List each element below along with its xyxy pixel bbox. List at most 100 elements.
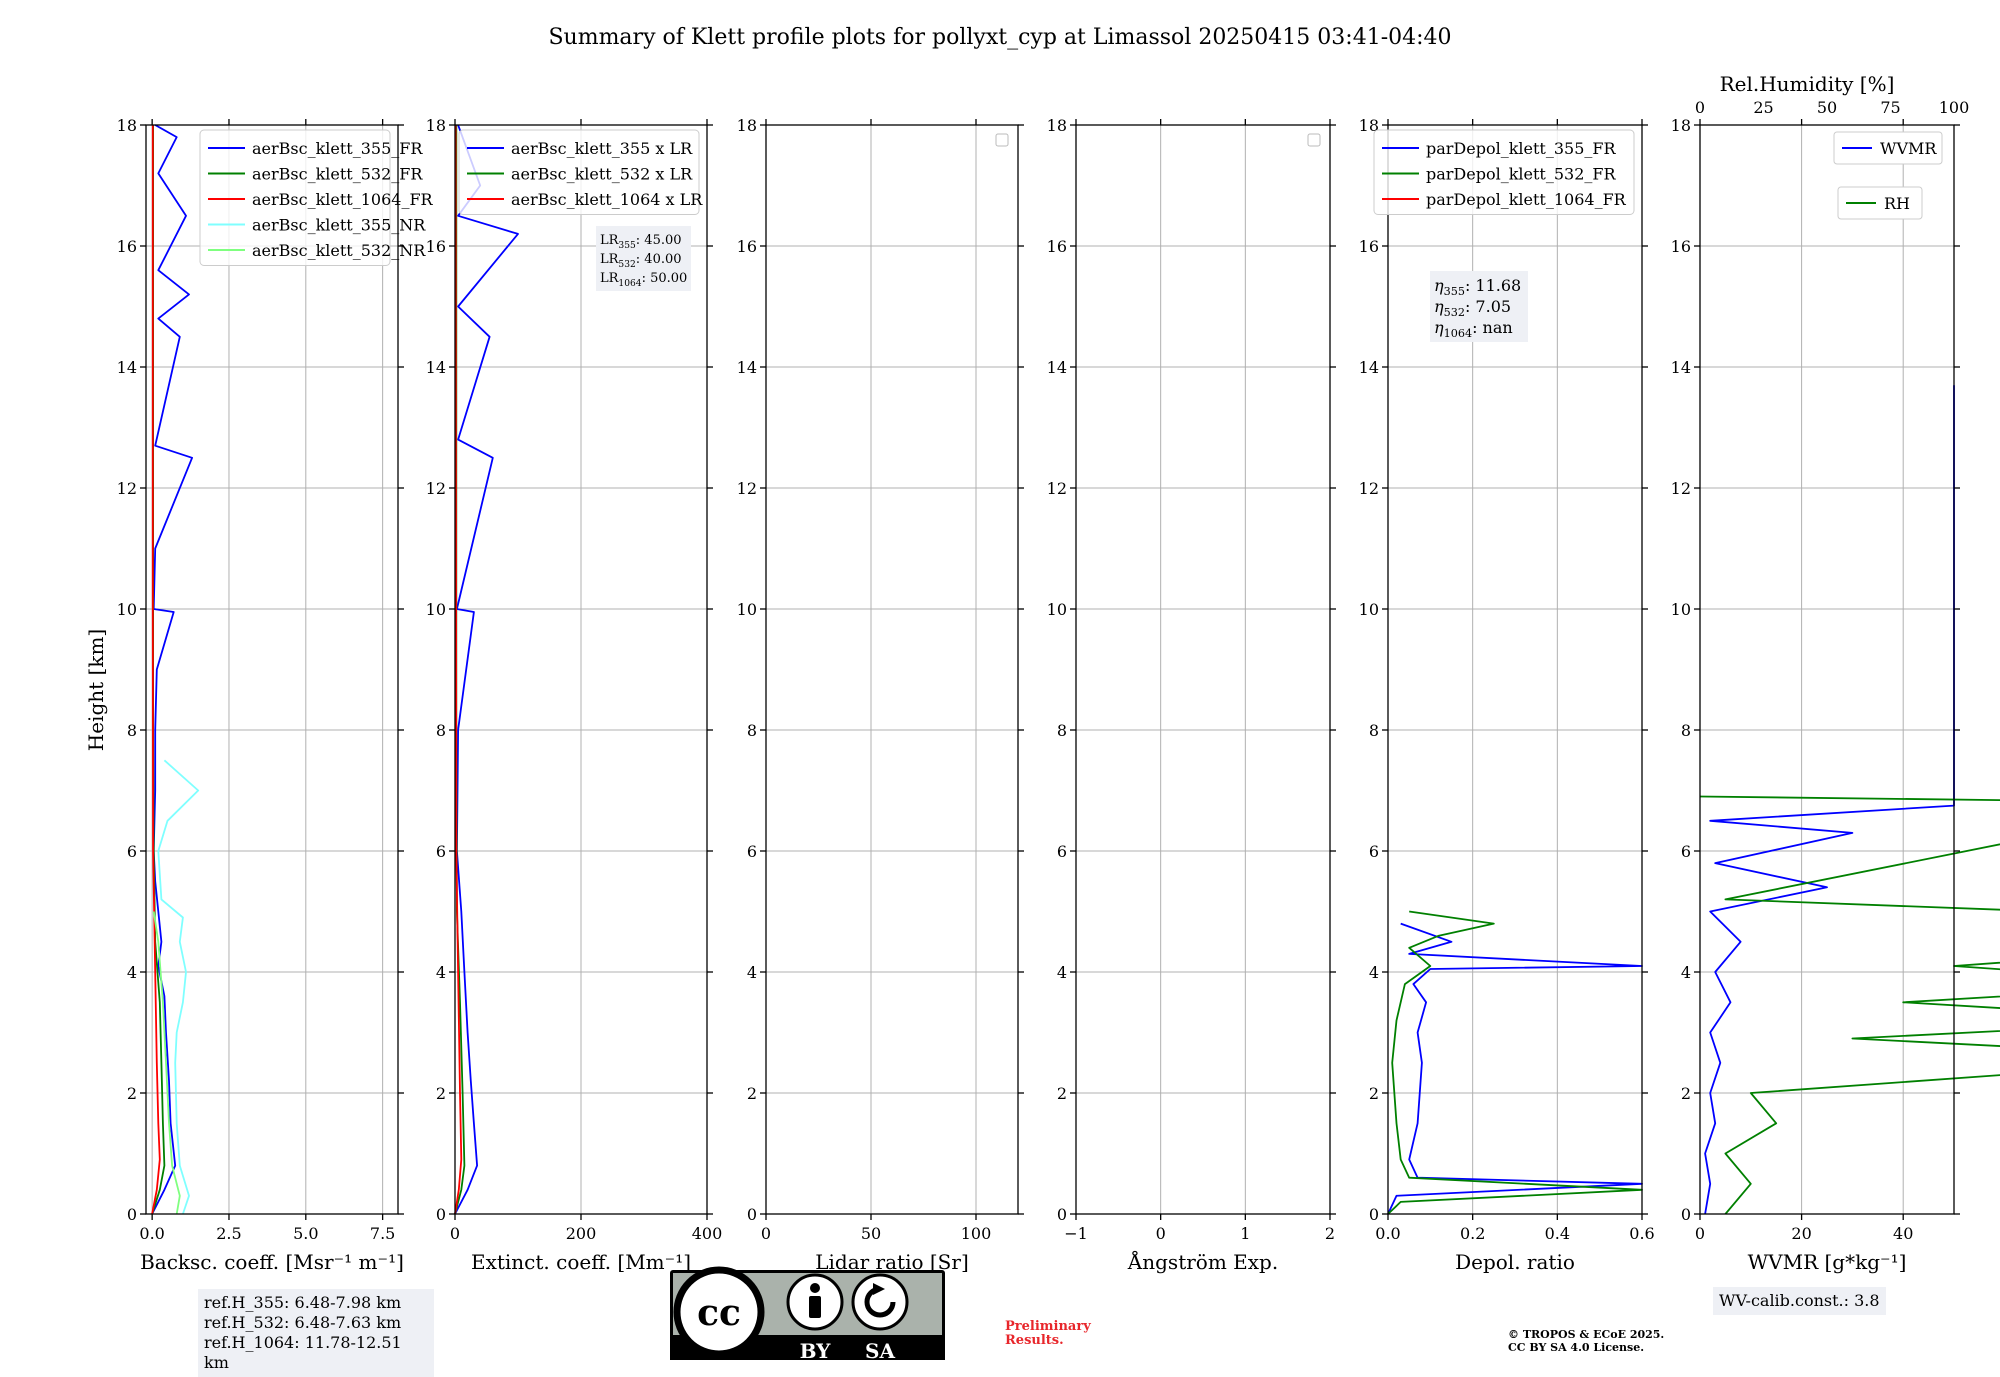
cc-logo-text: cc bbox=[697, 1292, 741, 1334]
series-line-1 bbox=[454, 124, 519, 1215]
y-tick-label: 12 bbox=[1671, 479, 1691, 498]
plot-frame bbox=[1387, 124, 1643, 1215]
series-line-1 bbox=[151, 124, 193, 1215]
series-line-2 bbox=[1387, 910, 1643, 1215]
y-axis-label: Height [km] bbox=[84, 629, 108, 751]
license-sa-text: SA bbox=[865, 1339, 895, 1360]
x-axis-label: Ångström Exp. bbox=[1127, 1249, 1278, 1274]
license-by-text: BY bbox=[800, 1339, 832, 1360]
plot-frame bbox=[1699, 124, 1955, 1215]
y-tick-label: 6 bbox=[1369, 842, 1379, 861]
y-tick-label: 8 bbox=[436, 721, 446, 740]
x-axis-label: Depol. ratio bbox=[1455, 1250, 1575, 1274]
share-alike-icon-arc bbox=[864, 1286, 896, 1318]
annotation-line: η1064: nan bbox=[1434, 318, 1513, 340]
y-tick-label: 4 bbox=[747, 963, 757, 982]
preliminary-note: Preliminary Results. bbox=[1005, 1320, 1091, 1348]
y-tick-label: 0 bbox=[436, 1205, 446, 1224]
ref-height-355: ref.H_355: 6.48-7.98 km bbox=[204, 1293, 402, 1312]
x-axis-label: Extinct. coeff. [Mm⁻¹] bbox=[471, 1250, 691, 1274]
y-tick-label: 0 bbox=[1681, 1205, 1691, 1224]
series-line-1 bbox=[1704, 385, 1955, 1215]
y-tick-label: 0 bbox=[127, 1205, 137, 1224]
y-tick-label: 4 bbox=[1369, 963, 1379, 982]
top-tick-label: 100 bbox=[1939, 98, 1970, 117]
top-tick-label: 50 bbox=[1817, 98, 1837, 117]
legend-box bbox=[1373, 129, 1635, 215]
wv-calib-constant: WV-calib.const.: 3.8 bbox=[1719, 1291, 1880, 1310]
top-axis-label: Rel.Humidity [%] bbox=[1720, 72, 1895, 96]
figure-title: Summary of Klett profile plots for polly… bbox=[548, 25, 1451, 50]
y-tick-label: 16 bbox=[1671, 237, 1691, 256]
top-tick-label: 25 bbox=[1753, 98, 1773, 117]
attribution-icon-head bbox=[810, 1283, 820, 1293]
legend-label: aerBsc_klett_1064_FR bbox=[252, 190, 434, 209]
copyright-line-1: © TROPOS & ECoE 2025. bbox=[1508, 1328, 1665, 1341]
x-tick-label: 2.5 bbox=[216, 1224, 241, 1243]
y-tick-label: 6 bbox=[747, 842, 757, 861]
top-tick-label: 75 bbox=[1880, 98, 1900, 117]
legend-label: aerBsc_klett_532 x LR bbox=[511, 165, 693, 184]
y-tick-label: 2 bbox=[127, 1084, 137, 1103]
series-line-2 bbox=[151, 125, 166, 1215]
legend-label: WVMR bbox=[1880, 139, 1937, 158]
x-tick-label: 0 bbox=[761, 1224, 771, 1243]
annotation-box bbox=[596, 226, 691, 291]
y-tick-label: 8 bbox=[1681, 721, 1691, 740]
annotation-line: LR1064: 50.00 bbox=[600, 271, 687, 289]
y-tick-label: 0 bbox=[1057, 1205, 1067, 1224]
y-tick-label: 18 bbox=[1359, 116, 1379, 135]
y-tick-label: 6 bbox=[127, 842, 137, 861]
x-tick-label: 0.4 bbox=[1545, 1224, 1570, 1243]
legend-label: aerBsc_klett_355 x LR bbox=[511, 139, 693, 158]
x-tick-label: 0 bbox=[450, 1224, 460, 1243]
y-tick-label: 18 bbox=[426, 116, 446, 135]
panel-backscatter: 0 2 4 6 8 10 12 14 16 18 0.0 2.5 5.0 7.5 Backsc. coeff… bbox=[117, 116, 434, 1274]
series-line-3 bbox=[454, 124, 463, 1215]
copyright-note: © TROPOS & ECoE 2025. CC BY SA 4.0 Licen… bbox=[1508, 1328, 1664, 1354]
ref-height-1064: ref.H_1064: 11.78-12.51 km bbox=[204, 1333, 402, 1372]
plot-frame bbox=[145, 124, 399, 1215]
series-line-5 bbox=[152, 911, 181, 1215]
x-tick-label: 50 bbox=[861, 1224, 881, 1243]
legend-label: aerBsc_klett_532_FR bbox=[252, 165, 423, 184]
annotation-line: LR355: 45.00 bbox=[600, 233, 682, 251]
y-tick-label: 12 bbox=[1047, 479, 1067, 498]
x-tick-label: 0.2 bbox=[1460, 1224, 1485, 1243]
series-line-4 bbox=[157, 759, 200, 1215]
y-tick-label: 10 bbox=[1359, 600, 1379, 619]
copyright-line-2: CC BY SA 4.0 License. bbox=[1508, 1341, 1645, 1354]
legend-box bbox=[1837, 186, 1923, 220]
y-tick-label: 6 bbox=[1681, 842, 1691, 861]
series-line-2 bbox=[1699, 795, 2000, 1215]
y-tick-label: 12 bbox=[737, 479, 757, 498]
x-axis-label: Backsc. coeff. [Msr⁻¹ m⁻¹] bbox=[140, 1250, 404, 1274]
y-tick-label: 6 bbox=[1057, 842, 1067, 861]
y-tick-label: 14 bbox=[1359, 358, 1379, 377]
y-tick-label: 4 bbox=[1681, 963, 1691, 982]
y-tick-label: 8 bbox=[1369, 721, 1379, 740]
share-alike-icon bbox=[851, 1273, 909, 1331]
y-tick-label: 10 bbox=[1671, 600, 1691, 619]
x-axis-label: WVMR [g*kg⁻¹] bbox=[1748, 1250, 1907, 1274]
annotation-line: η532: 7.05 bbox=[1434, 297, 1511, 319]
y-tick-label: 14 bbox=[1047, 358, 1067, 377]
legend-label: aerBsc_klett_355_FR bbox=[252, 139, 423, 158]
y-tick-label: 4 bbox=[436, 963, 446, 982]
plot-frame bbox=[1075, 124, 1331, 1215]
x-tick-label: 0.0 bbox=[139, 1224, 164, 1243]
license-badge: cc BY SA bbox=[670, 1266, 945, 1360]
y-tick-label: 8 bbox=[1057, 721, 1067, 740]
x-tick-label: 5.0 bbox=[293, 1224, 318, 1243]
x-tick-label: 0.0 bbox=[1375, 1224, 1400, 1243]
reference-heights-box: ref.H_355: 6.48-7.98 km ref.H_532: 6.48-… bbox=[198, 1289, 434, 1377]
x-tick-label: 400 bbox=[692, 1224, 723, 1243]
top-tick-label: 0 bbox=[1695, 98, 1705, 117]
y-tick-label: 12 bbox=[1359, 479, 1379, 498]
preliminary-line-1: Preliminary bbox=[1005, 1319, 1091, 1334]
